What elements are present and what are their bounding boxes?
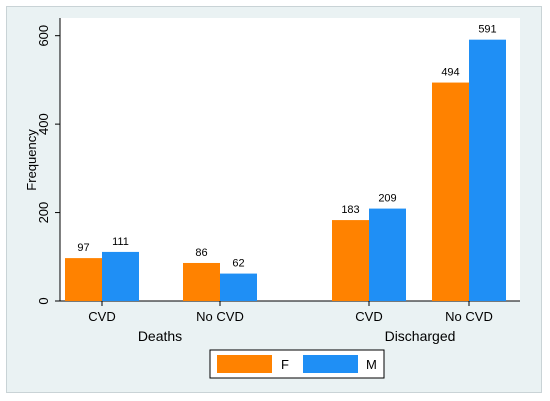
bar-m [102,251,139,301]
x-category-label: No CVD [196,309,244,324]
x-category-label: CVD [88,309,115,324]
legend-label-f: F [281,357,289,372]
y-axis-title: Frequency [24,129,39,191]
legend-swatch-m [303,355,358,373]
legend-label-m: M [366,357,377,372]
data-label: 494 [441,67,459,79]
y-tick-label: 600 [36,25,51,47]
x-group-label: Discharged [385,328,456,344]
data-label: 209 [378,193,396,205]
bar-f [332,220,369,301]
y-axis: 0 200 400 600 [36,18,61,305]
data-label: 62 [232,258,244,270]
bar-m [220,273,257,301]
bar-f [183,262,220,301]
x-category-label: No CVD [445,309,493,324]
bars [65,39,506,302]
data-label: 86 [195,247,207,259]
data-label: 97 [77,242,89,254]
y-tick-label: 0 [36,297,51,304]
legend-swatch-f [217,355,272,373]
data-label: 183 [341,204,359,216]
data-label: 591 [478,24,496,36]
data-labels: 97 111 86 62 183 209 494 591 [77,24,496,270]
x-category-label: CVD [355,309,382,324]
bar-f [432,82,469,301]
x-axis: CVD No CVD Deaths CVD No CVD Discharged [60,300,520,344]
y-tick-label: 400 [36,113,51,135]
x-group-label: Deaths [138,328,182,344]
bar-f [65,258,102,301]
y-tick-label: 200 [36,202,51,224]
bar-m [369,208,406,301]
bar-m [469,39,506,302]
data-label: 111 [112,236,129,248]
